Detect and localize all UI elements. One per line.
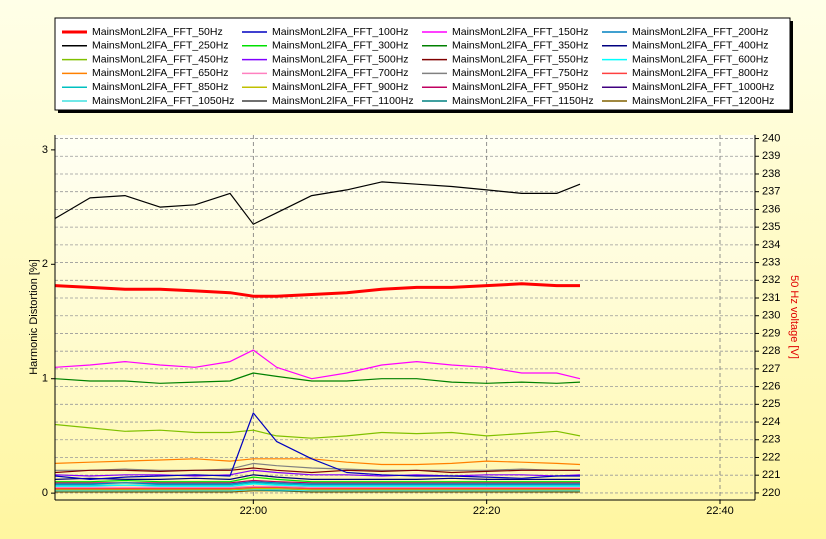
y2-tick-label: 225 [762,398,780,410]
y2-tick-label: 238 [762,168,780,180]
series-line [54,282,580,298]
y2-tick-label: 231 [762,292,780,304]
y2-tick-label: 222 [762,451,780,463]
plot-area [55,135,755,500]
legend-label: MainsMonL2lFA_FFT_800Hz [632,67,769,79]
series-line [55,476,580,483]
series-line [55,481,580,485]
y2-tick-label: 232 [762,274,780,286]
y2-tick-label: 240 [762,132,780,144]
series-line [54,412,580,480]
y2-tick-label: 226 [762,381,780,393]
x-tick-label: 22:40 [706,505,734,517]
series-line [55,486,580,490]
series-line [54,423,581,439]
series-line [55,482,580,486]
legend-label: MainsMonL2lFA_FFT_50Hz [92,26,223,38]
y-tick-label: 3 [42,144,48,156]
legend-label: MainsMonL2lFA_FFT_450Hz [92,53,229,65]
y-tick-label: 2 [42,258,48,270]
legend-label: MainsMonL2lFA_FFT_700Hz [272,67,409,79]
legend-label: MainsMonL2lFA_FFT_200Hz [632,26,769,38]
series-line [54,349,581,380]
legend-label: MainsMonL2lFA_FFT_500Hz [272,53,409,65]
y2-tick-label: 224 [762,416,780,428]
series-line [55,462,580,471]
series-line [55,488,580,491]
legend-label: MainsMonL2lFA_FFT_850Hz [92,81,229,93]
series-line [54,474,580,480]
y2-tick-label: 227 [762,363,780,375]
series-line [54,467,580,474]
x-tick-label: 22:00 [240,505,268,517]
y2-tick-label: 234 [762,239,780,251]
legend-box [54,17,791,111]
y2-tick-label: 221 [762,469,780,481]
legend-label: MainsMonL2lFA_FFT_1000Hz [632,81,774,93]
series-line [55,485,580,488]
legend-label: MainsMonL2lFA_FFT_250Hz [92,40,229,52]
y2-tick-label: 236 [762,203,780,215]
y2-tick-label: 220 [762,487,780,499]
y-tick-label: 1 [42,373,48,385]
legend-label: MainsMonL2lFA_FFT_400Hz [632,40,769,52]
series-line [55,490,580,493]
legend-label: MainsMonL2lFA_FFT_300Hz [272,40,409,52]
legend-label: MainsMonL2lFA_FFT_600Hz [632,53,769,65]
y-tick-label: 0 [42,487,48,499]
y2-tick-label: 233 [762,256,780,268]
series-line [55,479,580,484]
series-line [54,469,581,477]
legend-label: MainsMonL2lFA_FFT_750Hz [452,67,589,79]
series-line [55,483,580,487]
legend-label: MainsMonL2lFA_FFT_1050Hz [92,95,234,107]
y2-tick-label: 237 [762,186,780,198]
legend-label: MainsMonL2lFA_FFT_650Hz [92,67,229,79]
legend-label: MainsMonL2lFA_FFT_950Hz [452,81,589,93]
legend-label: MainsMonL2lFA_FFT_1200Hz [632,95,774,107]
y2-tick-label: 228 [762,345,780,357]
series-line [55,489,580,492]
y2-tick-label: 230 [762,310,780,322]
y2-tick-label: 235 [762,221,780,233]
y2-tick-label: 239 [762,150,780,162]
y2-axis-label: 50 Hz voltage [V] [788,275,800,359]
y2-tick-label: 223 [762,434,780,446]
y2-tick-label: 229 [762,327,780,339]
legend-label: MainsMonL2lFA_FFT_150Hz [452,26,589,38]
legend-label: MainsMonL2lFA_FFT_350Hz [452,40,589,52]
legend-label: MainsMonL2lFA_FFT_1100Hz [272,95,414,107]
series-line [54,181,581,225]
legend-label: MainsMonL2lFA_FFT_550Hz [452,53,589,65]
legend-label: MainsMonL2lFA_FFT_900Hz [272,81,409,93]
x-tick-label: 22:20 [473,505,501,517]
series-line [54,372,581,384]
y-axis-label: Harmonic Distortion [%] [28,259,40,375]
legend-label: MainsMonL2lFA_FFT_100Hz [272,26,409,38]
legend-label: MainsMonL2lFA_FFT_1150Hz [452,95,594,107]
